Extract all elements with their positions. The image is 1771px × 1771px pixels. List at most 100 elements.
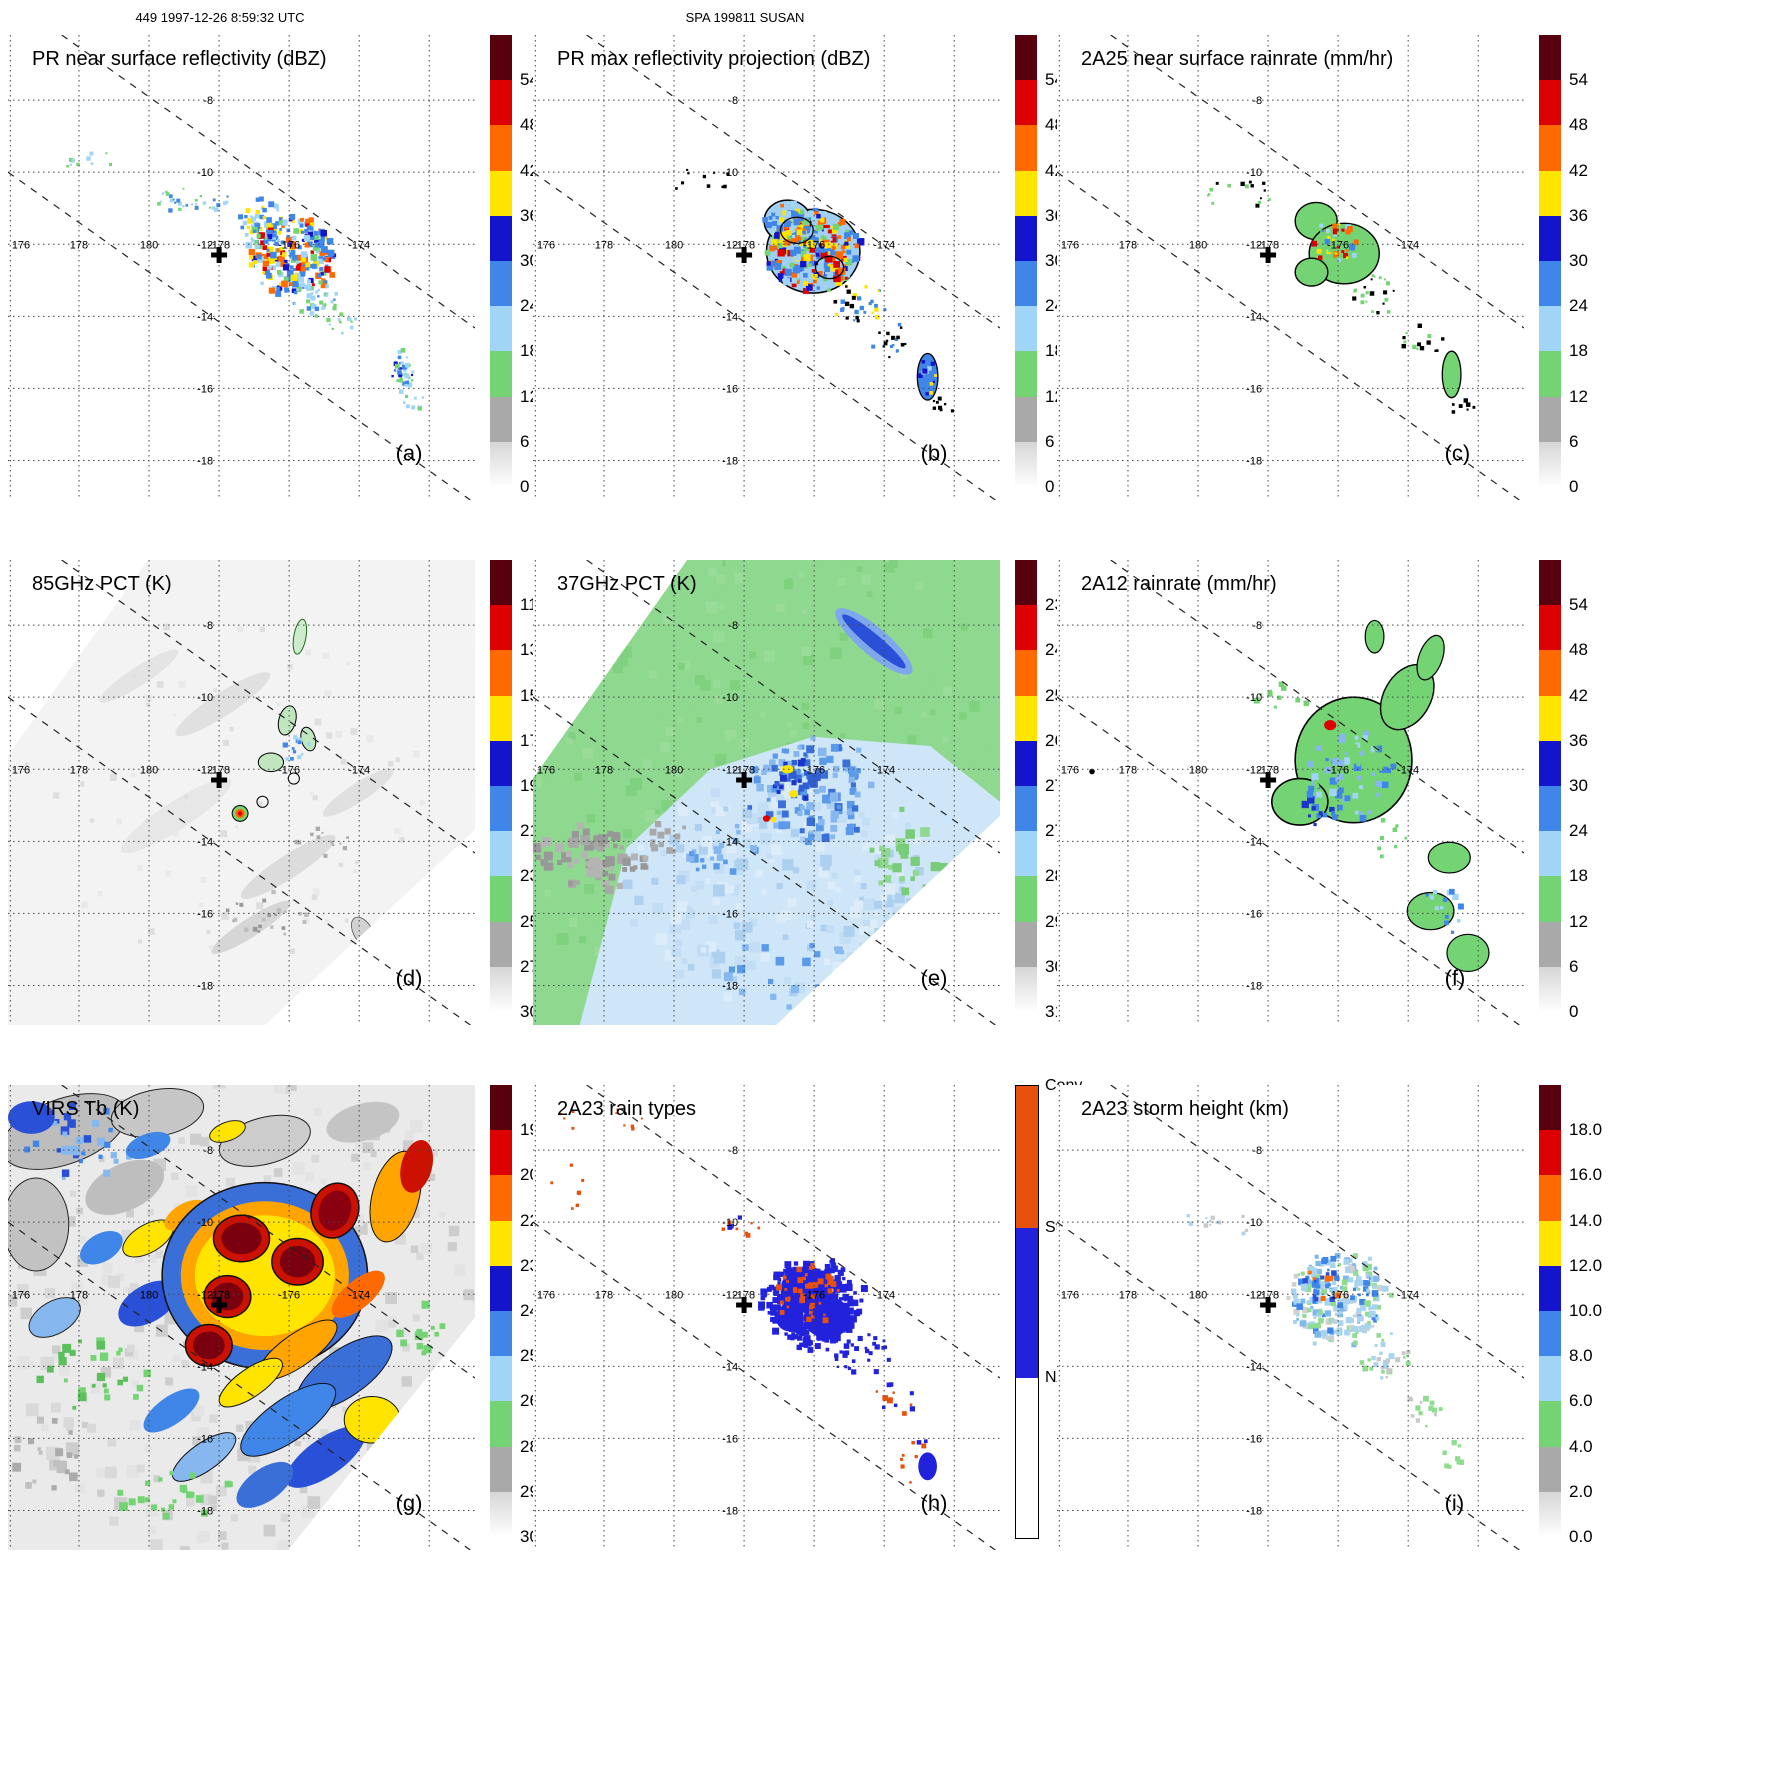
colorbar-tick: 4.0 [1569, 1436, 1593, 1456]
colorbar-tick: 54 [1569, 70, 1588, 90]
lat-tick-label: -18 [722, 980, 738, 992]
panel-letter: (e) [921, 965, 948, 990]
colorbar-segment [490, 560, 512, 606]
colorbar-segment [490, 1130, 512, 1176]
colorbar-segment [1016, 1228, 1038, 1378]
colorbar-segment [490, 1220, 512, 1266]
features-layer [66, 151, 425, 411]
lon-tick-label: -174 [348, 1289, 370, 1301]
lat-tick-label: -12 [197, 764, 213, 776]
colorbar-scale [490, 560, 512, 1012]
storm-center-cross [211, 771, 228, 788]
lat-tick-label: -16 [197, 1433, 213, 1445]
colorbar-scale [1015, 1085, 1039, 1539]
colorbar-segment [490, 1085, 512, 1131]
lat-tick-label: -18 [1246, 455, 1262, 467]
lon-tick-label: -174 [873, 1289, 895, 1301]
lon-tick-label: 176 [537, 1289, 555, 1301]
colorbar-tick: 36 [1569, 205, 1588, 225]
lon-tick-label: 178 [595, 1289, 613, 1301]
lat-tick-label: -10 [1246, 167, 1262, 179]
colorbar-segment [1539, 35, 1561, 81]
lon-tick-label: -176 [803, 764, 825, 776]
colorbar-scale [1539, 1085, 1561, 1537]
panel-title: 2A23 rain types [557, 1098, 696, 1120]
lon-tick-label: 176 [1061, 239, 1079, 251]
lat-tick-label: -14 [722, 836, 738, 848]
colorbar-segment [1539, 1446, 1561, 1492]
lon-tick-label: 180 [665, 239, 683, 251]
colorbar-segment [1016, 1377, 1038, 1538]
colorbar-segment [1015, 441, 1037, 487]
axis-labels: 176 178 180 -178 -176 -174 -8 -10 -12 -14 -16 -18 [537, 95, 895, 467]
panel-g: 176 178 180 -178 -176 -174 -8 -10 -12 -14 -16 -18 VI… [8, 1085, 475, 1550]
lat-tick-label: -12 [1246, 239, 1262, 251]
colorbar-segment [490, 80, 512, 126]
lat-tick-label: -16 [1246, 383, 1262, 395]
lon-tick-label: 176 [1061, 1289, 1079, 1301]
map-a: 176 178 180 -178 -176 -174 -8 -10 -12 -14 -16 -18 PR… [8, 35, 475, 500]
lat-tick-label: -10 [1246, 692, 1262, 704]
lat-tick-label: -14 [1246, 1361, 1262, 1373]
colorbar-tick: 8.0 [1569, 1346, 1593, 1366]
lon-tick-label: 180 [140, 764, 158, 776]
lat-tick-label: -16 [1246, 1433, 1262, 1445]
lat-tick-label: -12 [1246, 1289, 1262, 1301]
panel-title: 37GHz PCT (K) [557, 573, 697, 595]
colorbar-segment [1539, 740, 1561, 786]
lon-tick-label: -174 [1397, 239, 1419, 251]
lon-tick-label: -176 [278, 764, 300, 776]
panel-letter: (a) [396, 440, 423, 465]
colorbar-tick: 0 [1569, 1002, 1579, 1021]
panel-f: 176 178 180 -178 -176 -174 -8 -10 -12 -14 -16 -18 2A… [1057, 560, 1524, 1025]
axis-labels: 176 178 180 -178 -176 -174 -8 -10 -12 -14 -16 -18 [537, 1145, 895, 1517]
colorbar-segment [1015, 35, 1037, 81]
storm-header: SPA 199811 SUSAN [685, 10, 805, 25]
lon-tick-label: 178 [1119, 764, 1137, 776]
lat-tick-label: -12 [722, 764, 738, 776]
swath-track-lines [8, 1085, 475, 1550]
colorbar-segment [1015, 650, 1037, 696]
panel-letter: (d) [396, 965, 423, 990]
colorbar-segment [1539, 306, 1561, 352]
lon-tick-label: -174 [1397, 764, 1419, 776]
axis-labels: 176 178 180 -178 -176 -174 -8 -10 -12 -14 -16 -18 [537, 620, 895, 992]
grid-lines [533, 35, 1000, 500]
lat-tick-label: -16 [722, 908, 738, 920]
panel-title: 2A23 storm height (km) [1081, 1098, 1289, 1120]
lat-tick-label: -8 [1252, 620, 1262, 632]
colorbar-segment [1539, 261, 1561, 307]
colorbar-segment [1015, 306, 1037, 352]
colorbar-segment [1539, 560, 1561, 606]
lat-tick-label: -18 [197, 980, 213, 992]
colorbar-tick: 16.0 [1569, 1165, 1603, 1185]
colorbar-segment [1015, 786, 1037, 832]
colorbar-tick: 6 [1045, 431, 1055, 451]
panel-letter: (i) [1445, 1490, 1465, 1515]
colorbar-d: 111132153174195216237258279300 [490, 560, 580, 1021]
colorbar-segment [490, 876, 512, 922]
colorbar-segment [1015, 876, 1037, 922]
swath-track-lines [1057, 1085, 1524, 1550]
lat-tick-label: -10 [197, 167, 213, 179]
lat-tick-label: -12 [1246, 764, 1262, 776]
features-layer [1089, 619, 1490, 973]
colorbar-tick: 54 [1569, 595, 1588, 615]
lat-tick-label: -14 [1246, 836, 1262, 848]
map-g: 176 178 180 -178 -176 -174 -8 -10 -12 -14 -16 -18 VI… [8, 1085, 475, 1550]
panel-letter: (b) [921, 440, 948, 465]
colorbar-segment [1015, 215, 1037, 261]
storm-center-cross [736, 771, 753, 788]
colorbar-tick: 24 [1569, 296, 1588, 316]
features-layer [550, 1108, 937, 1484]
panel-i: 176 178 180 -178 -176 -174 -8 -10 -12 -14 -16 -18 2A… [1057, 1085, 1524, 1550]
lon-tick-label: 176 [537, 764, 555, 776]
colorbar-segment [1015, 560, 1037, 606]
lon-tick-label: -178 [1257, 1289, 1279, 1301]
colorbar-segment [1539, 966, 1561, 1012]
colorbar-segment [1539, 351, 1561, 397]
panel-title: 2A12 rainrate (mm/hr) [1081, 573, 1277, 595]
panel-title: 2A25 near surface rainrate (mm/hr) [1081, 48, 1393, 70]
colorbar-scale [1015, 560, 1037, 1012]
